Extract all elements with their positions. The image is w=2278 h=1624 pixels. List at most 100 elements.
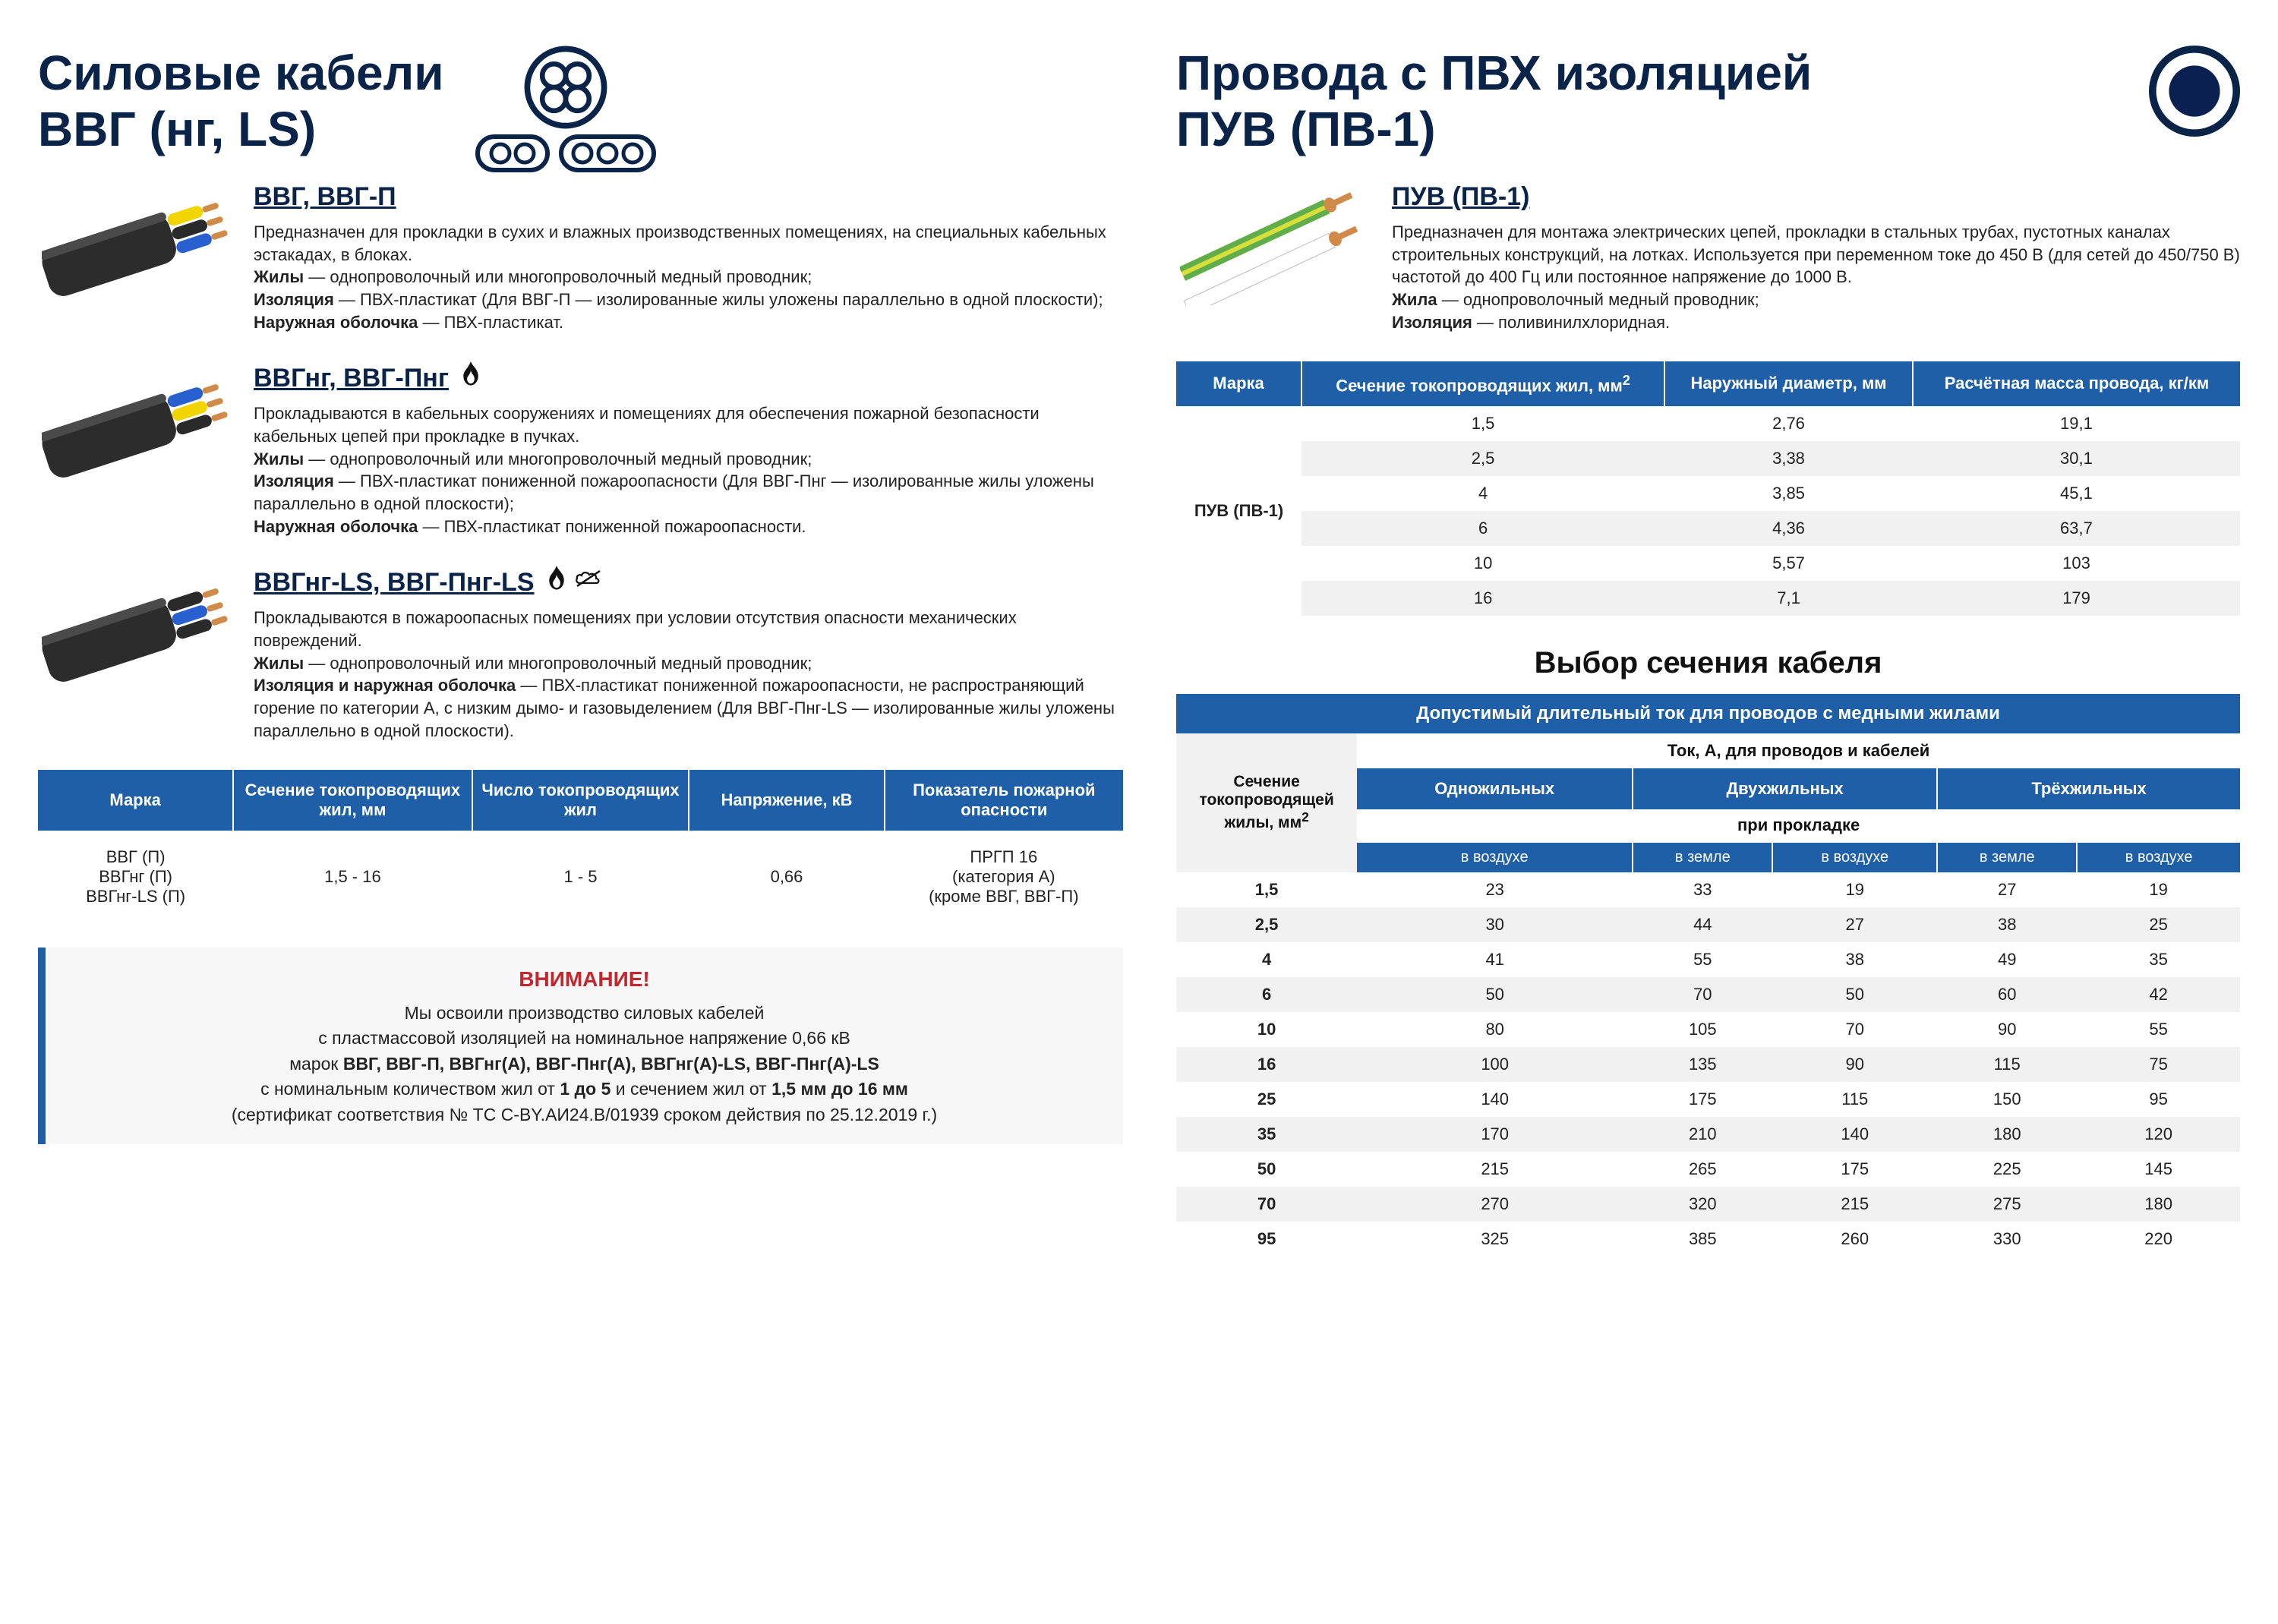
cur-td-2-1: 41: [1357, 942, 1633, 977]
vvg-th-4: Показатель пожарной опасности: [885, 770, 1123, 831]
cur-td-6-2: 175: [1633, 1082, 1772, 1117]
vvg-th-2: Число токопроводящих жил: [472, 770, 689, 831]
cur-td-10-5: 220: [2077, 1222, 2240, 1257]
flame-icon: [545, 566, 568, 601]
cur-subth-3: в земле: [1937, 842, 2077, 872]
attention-body: Мы освоили производство силовых кабелейс…: [68, 1001, 1100, 1127]
cur-subth-4: в воздухе: [2077, 842, 2240, 872]
cable-desc-1: Прокладываются в кабельных сооружениях и…: [254, 402, 1123, 538]
cur-td-7-2: 210: [1633, 1117, 1772, 1152]
puv-cable-text: ПУВ (ПВ-1) Предназначен для монтажа элек…: [1392, 180, 2240, 333]
cur-td-7-5: 120: [2077, 1117, 2240, 1152]
cur-td-6-1: 140: [1357, 1082, 1633, 1117]
cur-td-1-0: 2,5: [1176, 907, 1357, 942]
round-4core-icon: [524, 46, 607, 129]
cur-td-5-2: 135: [1633, 1047, 1772, 1082]
cur-td-9-5: 180: [2077, 1187, 2240, 1222]
cur-td-8-1: 215: [1357, 1152, 1633, 1187]
cur-td-2-2: 55: [1633, 942, 1772, 977]
cur-td-1-5: 25: [2077, 907, 2240, 942]
puv-td-1-2: 30,1: [1913, 441, 2240, 476]
cur-grp-2: Двухжильных: [1633, 768, 1937, 809]
section-title-selection: Выбор сечения кабеля: [1176, 646, 2240, 680]
puv-brand-cell: ПУВ (ПВ-1): [1176, 406, 1301, 616]
puv-td-1-0: 2,5: [1301, 441, 1664, 476]
vvg-td-1: 1,5 - 16: [233, 831, 472, 923]
cur-td-1-3: 27: [1772, 907, 1937, 942]
cur-th-section: Сечение токопроводящей жилы, мм2: [1176, 733, 1357, 872]
cur-td-9-2: 320: [1633, 1187, 1772, 1222]
cur-td-2-0: 4: [1176, 942, 1357, 977]
puv-td-0-1: 2,76: [1664, 406, 1913, 441]
cable-block-1: ВВГнг, ВВГ-ПнгПрокладываются в кабельных…: [38, 361, 1123, 538]
current-table-caption: Допустимый длительный ток для проводов с…: [1176, 694, 2240, 733]
cur-td-3-0: 6: [1176, 977, 1357, 1012]
cur-td-3-1: 50: [1357, 977, 1633, 1012]
cur-td-8-5: 145: [2077, 1152, 2240, 1187]
cur-td-1-1: 30: [1357, 907, 1633, 942]
cur-subth-0: в воздухе: [1357, 842, 1633, 872]
attention-title: ВНИМАНИЕ!: [68, 964, 1100, 995]
left-column: Силовые кабели ВВГ (нг, LS): [38, 46, 1123, 1257]
cur-td-3-3: 50: [1772, 977, 1937, 1012]
cur-midlabel: Ток, А, для проводов и кабелей: [1357, 733, 2240, 768]
cur-td-0-3: 19: [1772, 872, 1937, 907]
cur-td-10-2: 385: [1633, 1222, 1772, 1257]
vvg-th-0: Марка: [38, 770, 233, 831]
cur-td-8-2: 265: [1633, 1152, 1772, 1187]
cur-td-7-1: 170: [1357, 1117, 1633, 1152]
right-heading: Провода с ПВХ изоляцией ПУВ (ПВ-1): [1176, 46, 1812, 157]
puv-td-3-1: 4,36: [1664, 511, 1913, 546]
puv-td-3-2: 63,7: [1913, 511, 2240, 546]
vvg-th-3: Напряжение, кВ: [689, 770, 884, 831]
puv-cable-block: ПУВ (ПВ-1) Предназначен для монтажа элек…: [1176, 180, 2240, 333]
vvg-td-4: ПРГП 16(категория А)(кроме ВВГ, ВВГ-П): [885, 831, 1123, 923]
left-heading-line1: Силовые кабели: [38, 46, 444, 100]
cur-td-9-0: 70: [1176, 1187, 1357, 1222]
cur-td-6-0: 25: [1176, 1082, 1357, 1117]
left-cable-list: ВВГ, ВВГ-ППредназначен для прокладки в с…: [38, 180, 1123, 742]
vvg-th-1: Сечение токопроводящих жил, мм: [233, 770, 472, 831]
puv-td-2-1: 3,85: [1664, 476, 1913, 511]
cur-td-4-3: 70: [1772, 1012, 1937, 1047]
cur-td-9-4: 275: [1937, 1187, 2077, 1222]
cur-td-5-4: 115: [1937, 1047, 2077, 1082]
puv-td-5-1: 7,1: [1664, 581, 1913, 616]
cur-grp-1: Одножильных: [1357, 768, 1633, 809]
left-heading-line2: ВВГ (нг, LS): [38, 102, 316, 156]
cable-desc-2: Прокладываются в пожароопасных помещения…: [254, 607, 1123, 742]
puv-th-1: Сечение токопроводящих жил, мм2: [1301, 361, 1664, 406]
vvg-td-0: ВВГ (П)ВВГнг (П)ВВГнг-LS (П): [38, 831, 233, 923]
cur-td-4-4: 90: [1937, 1012, 2077, 1047]
puv-cable-desc: Предназначен для монтажа электрических ц…: [1392, 221, 2240, 333]
puv-td-4-2: 103: [1913, 546, 2240, 581]
cur-td-9-1: 270: [1357, 1187, 1633, 1222]
cable-desc-0: Предназначен для прокладки в сухих и вла…: [254, 221, 1123, 333]
cable-block-2: ВВГнг-LS, ВВГ-Пнг-LSПрокладываются в пож…: [38, 566, 1123, 743]
cur-subth-1: в земле: [1633, 842, 1772, 872]
flame-icon: [459, 361, 482, 397]
puv-td-2-2: 45,1: [1913, 476, 2240, 511]
puv-spec-table: МаркаСечение токопроводящих жил, мм2Нару…: [1176, 361, 2240, 616]
puv-th-0: Марка: [1176, 361, 1301, 406]
cur-td-6-4: 150: [1937, 1082, 2077, 1117]
cur-td-6-5: 95: [2077, 1082, 2240, 1117]
cable-cross-section-icons: [475, 46, 657, 173]
cable-image-2: [38, 566, 235, 702]
puv-td-5-2: 179: [1913, 581, 2240, 616]
cable-text-2: ВВГнг-LS, ВВГ-Пнг-LSПрокладываются в пож…: [254, 566, 1123, 743]
puv-cable-image: [1176, 180, 1374, 317]
cable-block-0: ВВГ, ВВГ-ППредназначен для прокладки в с…: [38, 180, 1123, 333]
cur-grp-3: Трёхжильных: [1937, 768, 2240, 809]
puv-td-2-0: 4: [1301, 476, 1664, 511]
puv-th-3: Расчётная масса провода, кг/км: [1913, 361, 2240, 406]
right-column: Провода с ПВХ изоляцией ПУВ (ПВ-1): [1176, 46, 2240, 1257]
cur-td-1-4: 38: [1937, 907, 2077, 942]
no-smoke-icon: [574, 566, 604, 601]
cur-td-0-2: 33: [1633, 872, 1772, 907]
puv-td-1-1: 3,38: [1664, 441, 1913, 476]
cur-td-2-3: 38: [1772, 942, 1937, 977]
left-heading: Силовые кабели ВВГ (нг, LS): [38, 46, 444, 157]
cable-image-0: [38, 180, 235, 317]
cur-td-4-5: 55: [2077, 1012, 2240, 1047]
